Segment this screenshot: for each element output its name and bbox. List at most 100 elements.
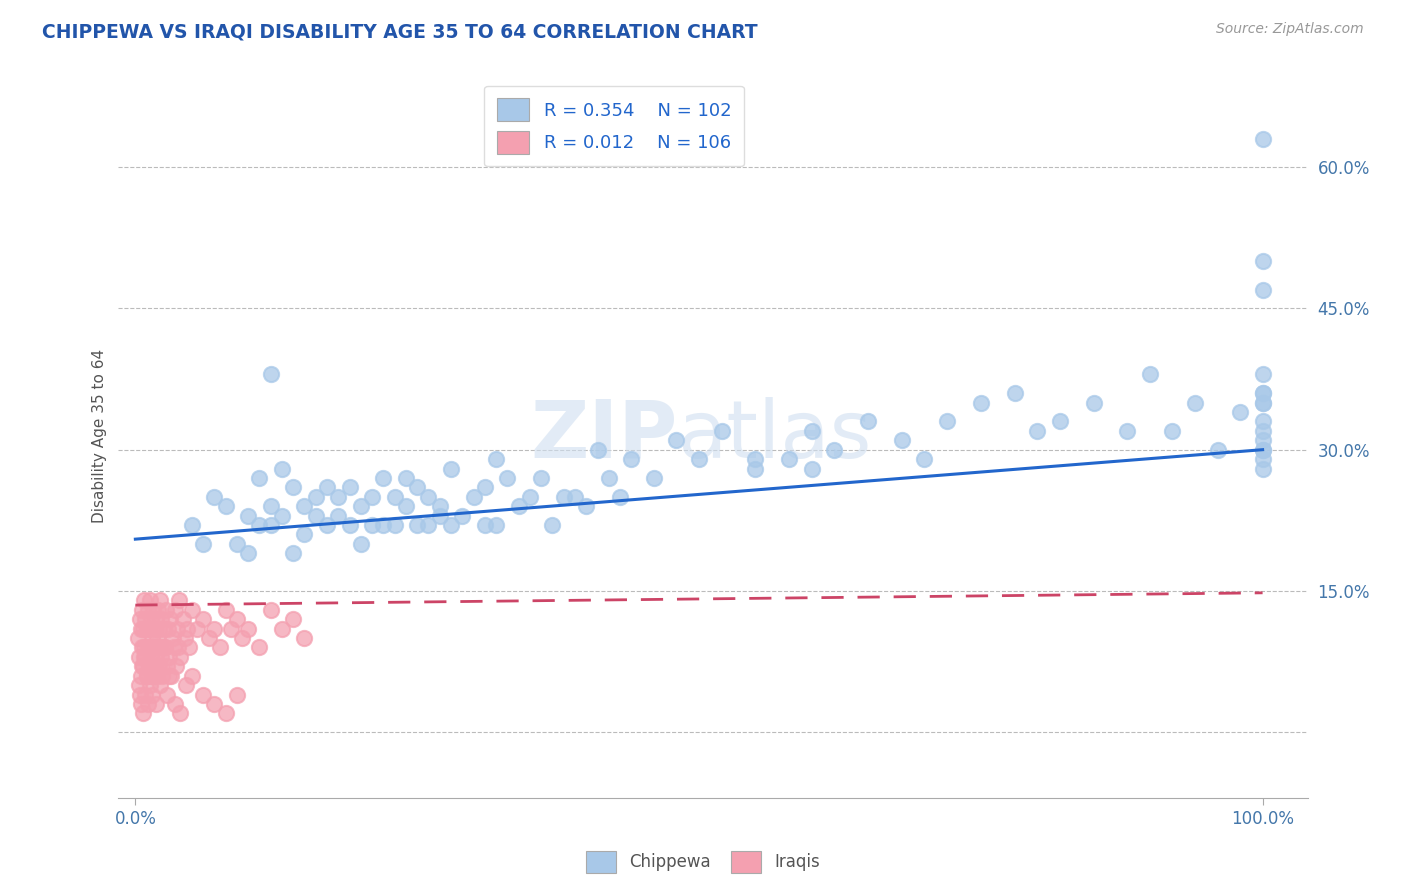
Point	[180, 669, 202, 683]
Point	[157, 649, 180, 664]
Point	[131, 603, 153, 617]
Point	[152, 640, 174, 655]
Point	[163, 697, 186, 711]
Point	[163, 640, 186, 655]
Point	[142, 669, 165, 683]
Point	[800, 461, 823, 475]
Point	[1049, 414, 1071, 428]
Point	[541, 518, 564, 533]
Point	[136, 640, 159, 655]
Point	[598, 471, 620, 485]
Point	[145, 649, 167, 664]
Point	[169, 706, 191, 721]
Point	[395, 471, 418, 485]
Point	[129, 669, 152, 683]
Point	[236, 546, 259, 560]
Point	[134, 640, 156, 655]
Point	[1026, 424, 1049, 438]
Point	[620, 452, 643, 467]
Point	[236, 508, 259, 523]
Point	[912, 452, 935, 467]
Point	[138, 659, 160, 673]
Point	[474, 518, 496, 533]
Point	[485, 518, 508, 533]
Point	[132, 706, 155, 721]
Point	[294, 499, 316, 513]
Point	[259, 368, 281, 382]
Point	[247, 640, 270, 655]
Point	[132, 622, 155, 636]
Point	[361, 490, 384, 504]
Point	[191, 612, 214, 626]
Point	[225, 612, 247, 626]
Point	[139, 640, 162, 655]
Point	[519, 490, 541, 504]
Point	[451, 508, 474, 523]
Point	[149, 678, 172, 692]
Point	[128, 649, 150, 664]
Point	[643, 471, 665, 485]
Point	[150, 612, 173, 626]
Point	[395, 499, 418, 513]
Point	[800, 424, 823, 438]
Point	[180, 518, 202, 533]
Legend: R = 0.354    N = 102, R = 0.012    N = 106: R = 0.354 N = 102, R = 0.012 N = 106	[484, 86, 744, 166]
Point	[197, 631, 219, 645]
Point	[418, 490, 440, 504]
Point	[148, 659, 170, 673]
Point	[665, 434, 688, 448]
Text: Source: ZipAtlas.com: Source: ZipAtlas.com	[1216, 22, 1364, 37]
Point	[128, 678, 150, 692]
Point	[890, 434, 912, 448]
Point	[142, 603, 165, 617]
Point	[179, 640, 201, 655]
Point	[508, 499, 530, 513]
Point	[283, 480, 305, 494]
Point	[384, 518, 406, 533]
Point	[159, 612, 181, 626]
Point	[156, 688, 179, 702]
Point	[169, 593, 191, 607]
Point	[160, 669, 183, 683]
Point	[152, 622, 174, 636]
Point	[474, 480, 496, 494]
Point	[283, 612, 305, 626]
Point	[145, 669, 167, 683]
Point	[191, 688, 214, 702]
Point	[496, 471, 519, 485]
Point	[350, 537, 373, 551]
Point	[586, 442, 609, 457]
Point	[710, 424, 733, 438]
Point	[440, 518, 463, 533]
Point	[1251, 461, 1274, 475]
Point	[127, 631, 149, 645]
Point	[1251, 434, 1274, 448]
Point	[131, 640, 153, 655]
Point	[485, 452, 508, 467]
Point	[176, 622, 198, 636]
Text: atlas: atlas	[678, 397, 872, 475]
Point	[259, 603, 281, 617]
Point	[128, 612, 150, 626]
Point	[744, 452, 766, 467]
Point	[145, 612, 167, 626]
Point	[970, 395, 993, 409]
Point	[259, 518, 281, 533]
Point	[135, 669, 157, 683]
Point	[167, 640, 190, 655]
Point	[575, 499, 598, 513]
Point	[609, 490, 631, 504]
Point	[778, 452, 800, 467]
Point	[214, 706, 236, 721]
Point	[225, 688, 247, 702]
Point	[259, 499, 281, 513]
Point	[406, 480, 429, 494]
Point	[153, 640, 176, 655]
Point	[1251, 368, 1274, 382]
Point	[219, 622, 242, 636]
Point	[214, 499, 236, 513]
Point	[138, 622, 160, 636]
Point	[231, 631, 253, 645]
Point	[143, 659, 166, 673]
Point	[146, 603, 169, 617]
